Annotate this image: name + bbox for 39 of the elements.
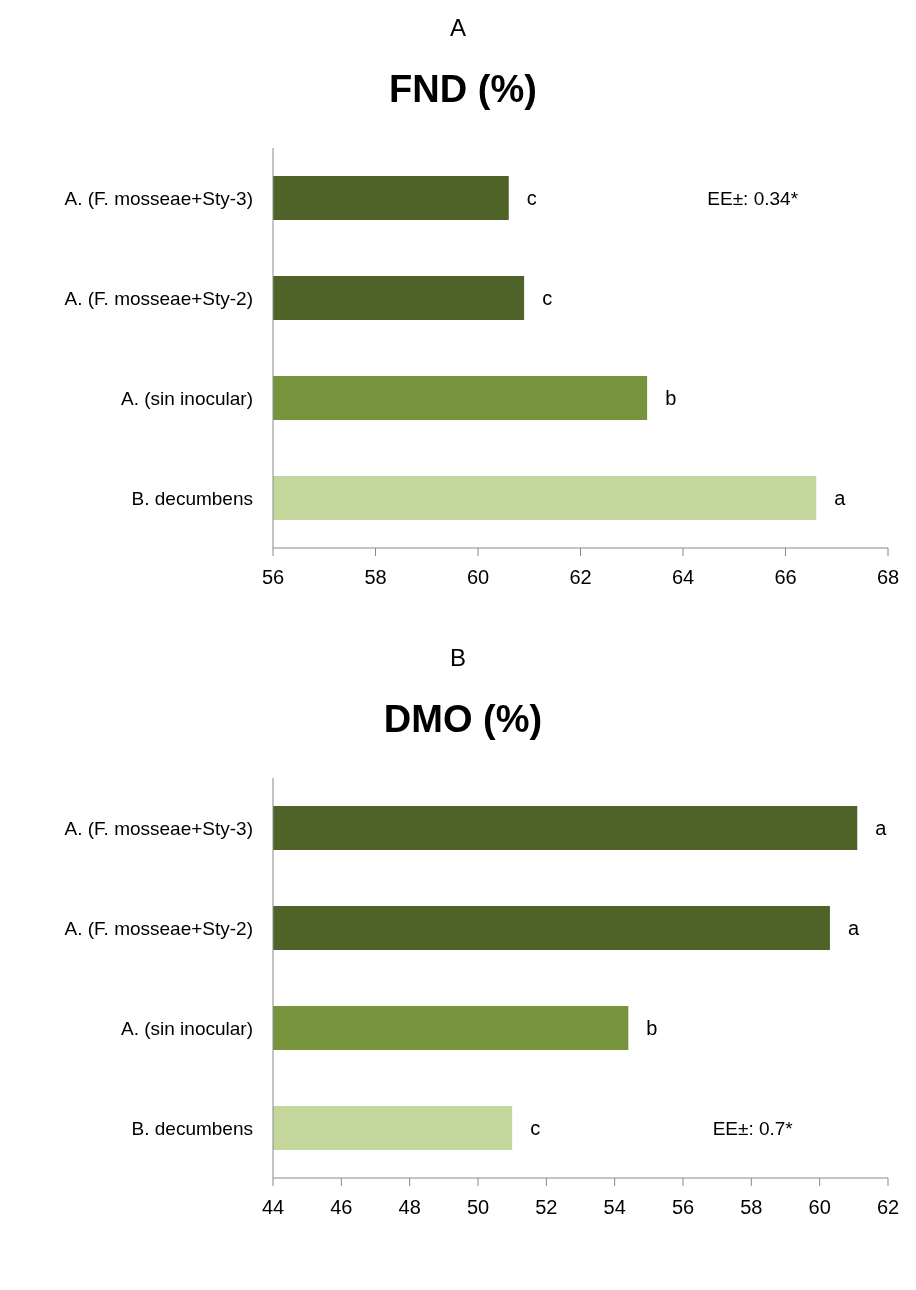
x-tick-label: 56 xyxy=(671,1196,695,1219)
x-tick-label: 60 xyxy=(808,1196,831,1219)
x-tick-label: 48 xyxy=(398,1196,421,1219)
x-tick-label: 62 xyxy=(569,566,592,589)
x-tick-label: 66 xyxy=(774,566,797,589)
x-tick-label: 56 xyxy=(261,566,285,589)
data-label: a xyxy=(875,817,888,839)
x-tick-label: 54 xyxy=(603,1196,626,1219)
y-tick-label: A. (F. mosseae+Sty-3) xyxy=(64,187,253,209)
x-tick-label: 50 xyxy=(466,1196,490,1219)
y-tick-label: A. (sin inocular) xyxy=(121,1017,253,1039)
data-label: b xyxy=(665,387,677,409)
x-tick-label: 62 xyxy=(876,1196,900,1219)
x-tick-label: 64 xyxy=(671,566,695,589)
data-label: c xyxy=(530,1117,541,1139)
y-tick-label: A. (F. mosseae+Sty-3) xyxy=(64,817,253,839)
x-tick-label: 68 xyxy=(876,566,900,589)
x-tick-label: 60 xyxy=(466,566,490,589)
y-tick-label: A. (F. mosseae+Sty-2) xyxy=(64,287,253,309)
chart-title: DMO (%) xyxy=(382,698,544,742)
y-tick-label: A. (F. mosseae+Sty-2) xyxy=(64,917,253,939)
x-tick-label: 52 xyxy=(535,1196,558,1219)
text: A xyxy=(449,13,467,43)
chart-title: FND (%) xyxy=(388,68,538,112)
y-tick-label: B. decumbens xyxy=(131,487,253,509)
x-tick-label: 46 xyxy=(330,1196,353,1219)
data-label: c xyxy=(542,287,553,309)
annotation: EE±: 0.7* xyxy=(712,1117,794,1139)
x-tick-label: 58 xyxy=(740,1196,763,1219)
y-tick-label: B. decumbens xyxy=(131,1117,253,1139)
y-tick-label: A. (sin inocular) xyxy=(121,387,253,409)
data-label: b xyxy=(646,1017,658,1039)
text: B xyxy=(449,643,467,673)
data-label: c xyxy=(526,187,537,209)
x-tick-label: 58 xyxy=(364,566,387,589)
data-label: a xyxy=(834,487,847,509)
data-label: a xyxy=(847,917,860,939)
x-tick-label: 44 xyxy=(261,1196,285,1219)
annotation: EE±: 0.34* xyxy=(707,187,799,209)
